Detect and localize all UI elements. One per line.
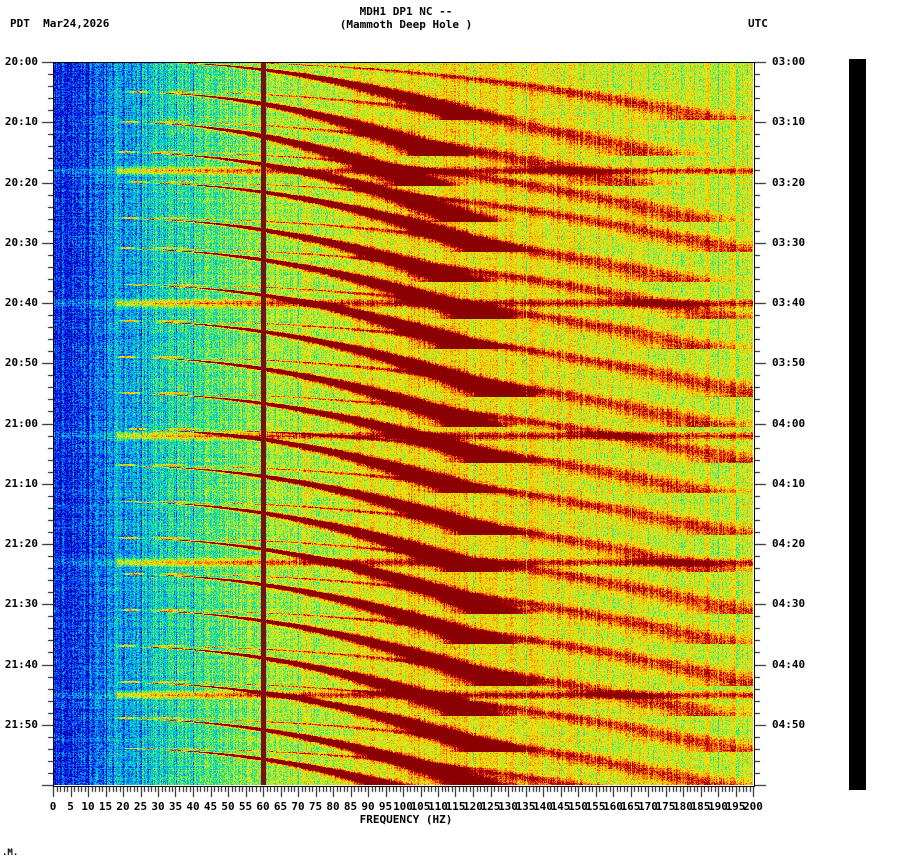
page-title: MDH1 DP1 NC -- (Mammoth Deep Hole ) — [0, 5, 902, 31]
frequency-tick-label: 10 — [81, 800, 95, 813]
right-time-tick-label: 04:50 — [772, 717, 806, 731]
right-time-tick-label: 04:20 — [772, 537, 806, 550]
header-left-timezone-date: PDT Mar24,2026 — [10, 17, 110, 30]
frequency-tick-label: 40 — [186, 800, 200, 813]
right-time-tick-label: 04:40 — [772, 657, 806, 671]
frequency-tick-label: 160 — [603, 800, 623, 813]
frequency-tick-label: 145 — [550, 800, 571, 813]
left-time-tick-label: 21:30 — [4, 597, 38, 611]
right-time-tick-label: 04:00 — [772, 416, 806, 430]
left-time-tick-label: 20:50 — [4, 356, 38, 370]
right-time-tick-label: 03:00 — [772, 55, 806, 68]
frequency-tick-label: 135 — [515, 800, 536, 813]
left-time-tick-label: 20:30 — [4, 235, 38, 249]
right-time-axis-ticks — [754, 61, 770, 787]
frequency-tick-label: 5 — [67, 800, 74, 813]
right-time-tick-label: 03:20 — [772, 175, 806, 189]
x-axis-title-text: FREQUENCY (HZ) — [359, 813, 453, 826]
left-time-tick-label: 20:40 — [4, 296, 38, 309]
frequency-tick-label: 140 — [533, 800, 553, 813]
right-time-tick-label: 03:10 — [772, 115, 806, 129]
corner-mark: .M. — [2, 848, 19, 858]
frequency-tick-label: 75 — [308, 800, 323, 813]
frequency-tick-label: 125 — [480, 800, 501, 813]
left-time-tick-label: 20:00 — [4, 55, 38, 68]
left-time-tick-label: 20:20 — [4, 175, 38, 189]
page-title-line2: (Mammoth Deep Hole ) — [339, 18, 473, 31]
spectrogram-plot-area[interactable] — [53, 62, 755, 787]
frequency-tick-label: 180 — [673, 800, 693, 813]
left-time-tick-label: 21:10 — [4, 476, 38, 490]
left-time-axis-ticks — [38, 61, 54, 787]
amplitude-colorbar — [849, 59, 866, 790]
frequency-tick-label: 25 — [133, 800, 148, 813]
frequency-tick-label: 45 — [203, 800, 218, 813]
frequency-tick-label: 130 — [498, 800, 518, 813]
frequency-tick-label: 185 — [690, 800, 711, 813]
frequency-tick-label: 200 — [743, 800, 763, 813]
frequency-tick-label: 105 — [410, 800, 431, 813]
frequency-tick-label: 195 — [725, 800, 746, 813]
frequency-tick-label: 0 — [49, 800, 57, 813]
frequency-tick-label: 90 — [361, 800, 375, 813]
frequency-tick-label: 20 — [116, 800, 130, 813]
left-time-tick-label: 21:40 — [4, 657, 38, 671]
frequency-axis-labels: 0 5 10 15 20 25 30 35 40 45 50 55 60 65 70 75 80 85 90 95 10… — [0, 800, 902, 814]
frequency-tick-label: 190 — [708, 800, 728, 813]
frequency-tick-label: 95 — [378, 800, 393, 813]
frequency-tick-label: 110 — [428, 800, 448, 813]
right-time-tick-label: 03:40 — [772, 296, 806, 309]
spectrogram-canvas[interactable] — [53, 62, 753, 785]
header-right-timezone: UTC — [748, 17, 768, 30]
frequency-tick-label: 155 — [585, 800, 606, 813]
left-time-tick-label: 21:50 — [4, 717, 38, 731]
left-time-tick-label: 21:20 — [4, 537, 38, 550]
left-time-tick-label: 21:00 — [4, 416, 38, 430]
frequency-tick-label: 55 — [238, 800, 253, 813]
frequency-tick-label: 30 — [151, 800, 165, 813]
frequency-tick-label: 100 — [393, 800, 413, 813]
bottom-frequency-axis-ticks — [52, 786, 756, 802]
frequency-tick-label: 165 — [620, 800, 641, 813]
right-time-tick-label: 04:10 — [772, 476, 806, 490]
frequency-tick-label: 170 — [638, 800, 658, 813]
left-time-tick-label: 20:10 — [4, 115, 38, 129]
page-title-line1: MDH1 DP1 NC -- — [359, 5, 453, 18]
frequency-tick-label: 175 — [655, 800, 676, 813]
frequency-tick-label: 85 — [343, 800, 358, 813]
frequency-tick-label: 35 — [168, 800, 183, 813]
right-time-tick-label: 04:30 — [772, 597, 806, 611]
frequency-tick-label: 65 — [273, 800, 288, 813]
frequency-tick-label: 60 — [256, 800, 270, 813]
frequency-tick-label: 80 — [326, 800, 340, 813]
frequency-tick-label: 50 — [221, 800, 235, 813]
frequency-tick-label: 150 — [568, 800, 588, 813]
frequency-tick-label: 15 — [98, 800, 113, 813]
right-time-tick-label: 03:30 — [772, 235, 806, 249]
x-axis-title: FREQUENCY (HZ) — [0, 813, 902, 826]
frequency-tick-label: 70 — [291, 800, 305, 813]
frequency-tick-label: 120 — [463, 800, 483, 813]
frequency-tick-label: 115 — [445, 800, 466, 813]
right-time-tick-label: 03:50 — [772, 356, 806, 370]
